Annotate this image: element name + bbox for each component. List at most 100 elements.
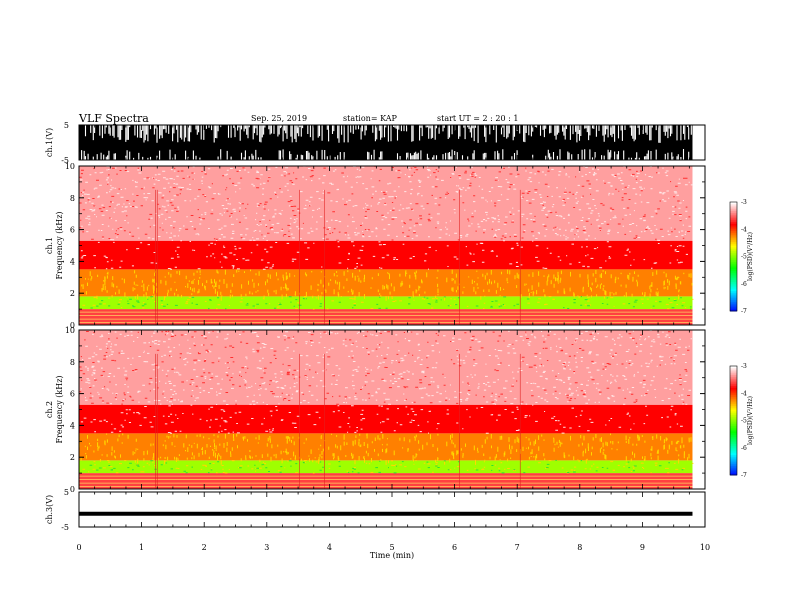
- colorbar-swatch: [730, 440, 737, 443]
- colorbar-swatch: [730, 424, 737, 427]
- colorbar-swatch: [730, 395, 737, 398]
- y-tick-label: 6: [70, 226, 75, 235]
- colorbar-frame: [729, 201, 738, 312]
- colorbar-swatch: [730, 240, 737, 243]
- colorbar-swatch: [730, 209, 737, 212]
- y-axis-label: ch.1: [45, 237, 54, 254]
- colorbar-swatch: [730, 447, 737, 451]
- colorbar-swatch: [730, 384, 737, 387]
- x-axis-label: Time (min): [370, 551, 414, 560]
- colorbar-swatch: [730, 271, 737, 274]
- colorbar-swatch: [730, 305, 737, 308]
- colorbar-swatch: [730, 301, 737, 305]
- y-tick-label: 2: [70, 289, 75, 298]
- y-tick-label: 5: [64, 488, 69, 497]
- colorbar-swatch: [730, 385, 737, 389]
- colorbar-swatch: [730, 391, 737, 394]
- colorbar-swatch: [730, 245, 737, 248]
- colorbar: -3 -4 -5 -6 -7 log(PSD)(V²/Hz): [729, 199, 754, 315]
- colorbar-swatch: [730, 276, 737, 279]
- x-tick-label: 5: [389, 543, 394, 552]
- x-tick-label: 2: [202, 543, 207, 552]
- y-tick-label: 6: [70, 390, 75, 399]
- colorbar-swatch: [730, 418, 737, 421]
- colorbar-swatch: [730, 405, 737, 409]
- colorbar-swatch: [730, 283, 737, 287]
- colorbar-swatch: [730, 229, 737, 232]
- x-tick-label: 9: [640, 543, 645, 552]
- colorbar-swatch: [730, 249, 737, 252]
- colorbar-swatch: [730, 462, 737, 465]
- colorbar-swatch: [730, 453, 737, 456]
- colorbar-swatch: [730, 298, 737, 301]
- colorbar-swatch: [730, 442, 737, 445]
- colorbar-swatch: [730, 300, 737, 303]
- station-label: station= KAP: [343, 114, 397, 123]
- colorbar-swatch: [730, 398, 737, 402]
- psd-band: [79, 269, 693, 297]
- colorbar-tick-label: -6: [741, 445, 747, 452]
- x-tick-label: 8: [577, 543, 582, 552]
- colorbar-swatch: [730, 375, 737, 378]
- colorbar-swatch: [730, 378, 737, 382]
- colorbar-swatch: [730, 263, 737, 267]
- ch3-frame: [78, 491, 706, 528]
- colorbar-swatch: [730, 373, 737, 376]
- colorbar-swatch: [730, 422, 737, 425]
- colorbar-swatch: [730, 243, 737, 247]
- y-tick-label: 5: [64, 121, 69, 130]
- psd-texture-yellow: [78, 433, 694, 474]
- colorbar-swatch: [730, 409, 737, 412]
- colorbar-swatch: [730, 444, 737, 447]
- colorbar-swatch: [730, 387, 737, 391]
- psd-band: [79, 296, 693, 310]
- colorbar-swatch: [730, 260, 737, 263]
- colorbar-swatch: [730, 438, 737, 441]
- colorbar-label: log(PSD)(V²/Hz): [747, 396, 754, 445]
- x-tick-label: 3: [264, 543, 269, 552]
- colorbar-swatch: [730, 380, 737, 383]
- y-tick-label: 8: [70, 194, 75, 203]
- y-tick-label: -5: [61, 156, 69, 165]
- colorbar-swatch: [730, 274, 737, 277]
- colorbar-swatch: [730, 371, 737, 374]
- colorbar-swatch: [730, 231, 737, 234]
- psd-texture-green: [90, 296, 692, 310]
- x-tick-label: 6: [452, 543, 457, 552]
- colorbar-swatch: [730, 218, 737, 221]
- colorbar-swatch: [730, 291, 737, 294]
- colorbar-swatch: [730, 256, 737, 259]
- colorbar-label: log(PSD)(V²/Hz): [747, 232, 754, 281]
- colorbar-swatch: [730, 296, 737, 299]
- colorbar-swatch: [730, 407, 737, 411]
- colorbar-swatch: [730, 221, 737, 225]
- colorbar-swatch: [730, 212, 737, 216]
- colorbar-swatch: [730, 289, 737, 292]
- colorbar-swatch: [730, 404, 737, 407]
- colorbar-swatch: [730, 234, 737, 238]
- colorbar-swatch: [730, 449, 737, 452]
- colorbar-swatch: [730, 413, 737, 416]
- colorbar-swatch: [730, 267, 737, 270]
- psd-texture-yellow: [81, 269, 694, 310]
- colorbar-swatch: [730, 258, 737, 261]
- start-time-label: start UT = 2 : 20 : 1: [437, 114, 519, 123]
- y-tick-label: 2: [70, 453, 75, 462]
- y-tick-label: 4: [70, 257, 75, 266]
- colorbar-swatch: [730, 214, 737, 218]
- colorbar-swatch: [730, 247, 737, 250]
- colorbar-swatch: [730, 207, 737, 210]
- colorbar-swatch: [730, 431, 737, 434]
- colorbar-swatch: [730, 456, 737, 460]
- date-label: Sep. 25, 2019: [251, 114, 308, 123]
- colorbar-swatch: [730, 269, 737, 272]
- colorbar: -3 -4 -5 -6 -7 log(PSD)(V²/Hz): [729, 363, 754, 479]
- colorbar-tick-label: -3: [741, 199, 747, 206]
- colorbar-swatch: [730, 473, 737, 476]
- colorbar-swatch: [730, 216, 737, 219]
- colorbar-swatch: [730, 411, 737, 414]
- colorbar-swatch: [730, 396, 737, 400]
- colorbar-swatch: [730, 433, 737, 436]
- colorbar-swatch: [730, 241, 737, 245]
- colorbar-swatch: [730, 402, 737, 405]
